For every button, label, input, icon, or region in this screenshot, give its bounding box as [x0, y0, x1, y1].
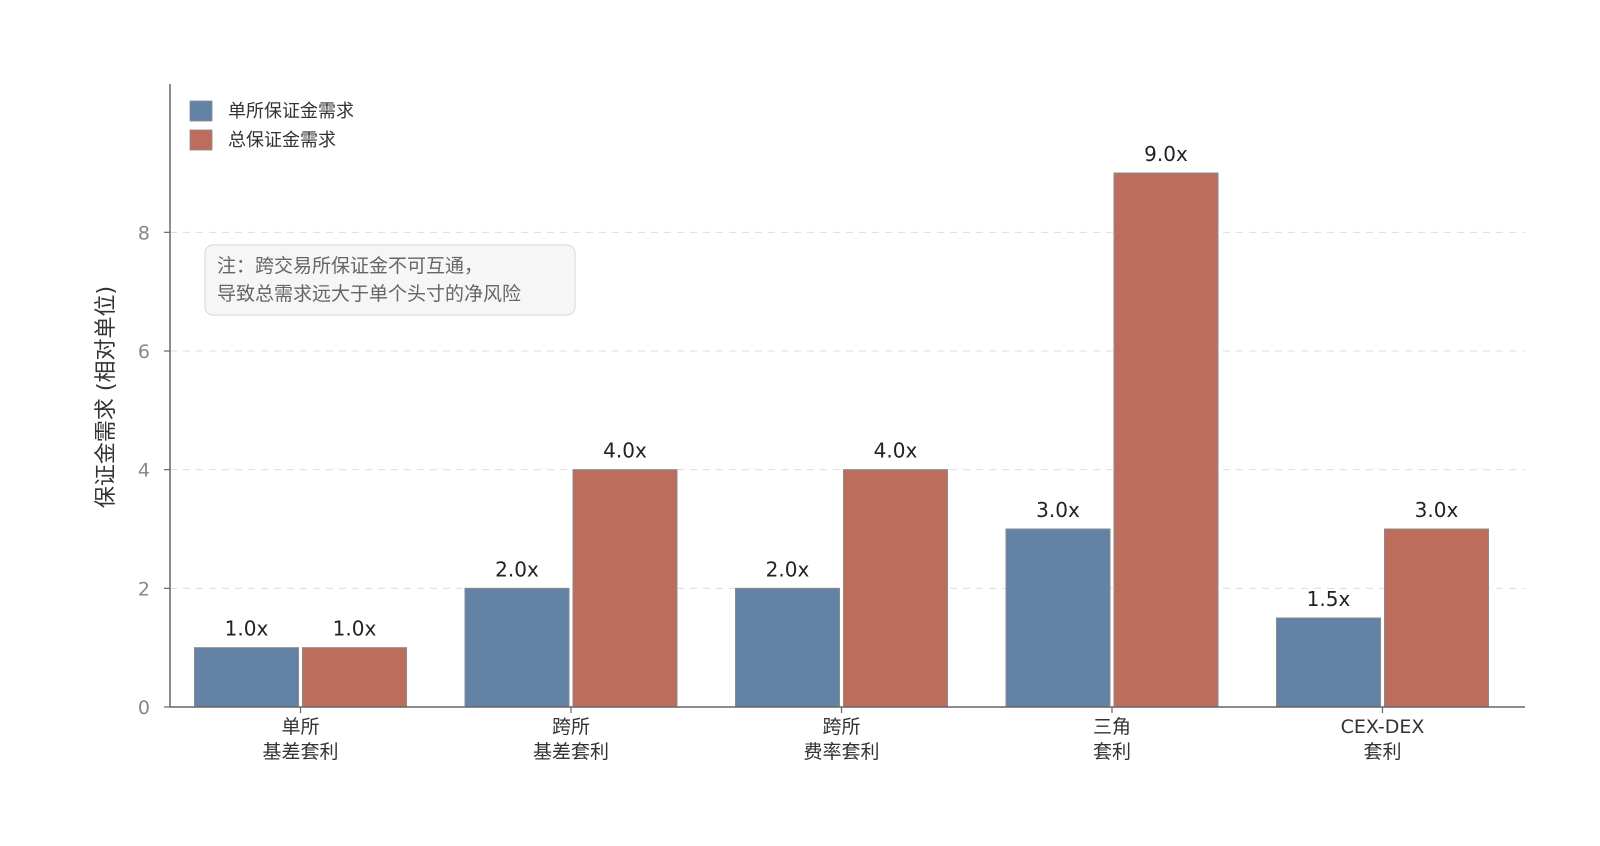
legend-swatch-total: [189, 129, 213, 151]
annotation-box: 注：跨交易所保证金不可互通， 导致总需求远大于单个头寸的净风险: [204, 244, 576, 316]
annotation-line-2: 导致总需求远大于单个头寸的净风险: [217, 283, 521, 305]
legend-label-single: 单所保证金需求: [228, 101, 354, 122]
bars: [194, 172, 1489, 708]
legend-swatch-single: [189, 100, 213, 122]
bar-single: [735, 587, 840, 708]
annotation-line-1: 注：跨交易所保证金不可互通，: [217, 255, 483, 277]
y-tick-label: 2: [138, 578, 150, 600]
y-tick-label: 6: [138, 341, 150, 363]
bar-label-total: 4.0x: [874, 439, 918, 463]
x-category-label: 套利: [1093, 741, 1131, 763]
x-category-label: 基差套利: [262, 741, 338, 763]
bar-label-single: 1.0x: [225, 617, 269, 641]
x-category-label: 基差套利: [533, 741, 609, 763]
bar-total: [572, 469, 678, 708]
bar-label-single: 2.0x: [766, 557, 810, 581]
bar-single: [1276, 617, 1381, 708]
legend-label-total: 总保证金需求: [228, 130, 336, 151]
bar-total: [843, 469, 948, 708]
bar-single: [464, 587, 570, 708]
bar-total: [1384, 528, 1489, 708]
x-category-label: 跨所: [552, 716, 590, 738]
y-tick-label: 4: [138, 460, 150, 482]
bar-total: [1113, 172, 1219, 708]
bar-label-total: 4.0x: [603, 439, 647, 463]
y-tick-label: 8: [138, 222, 150, 244]
bar-label-total: 9.0x: [1144, 142, 1188, 166]
x-category-label: 费率套利: [803, 741, 879, 763]
bar-single: [1005, 528, 1111, 708]
x-category-label: 跨所: [822, 716, 860, 738]
annotation-background: [204, 244, 576, 316]
bar-value-labels: 1.0x 1.0x 2.0x 4.0x 2.0x 4.0x 3.0x 9.0x 1.5x 3.0x: [225, 142, 1459, 641]
x-category-label: CEX-DEX: [1341, 716, 1425, 738]
x-category-label: 单所: [281, 716, 319, 738]
bar-label-single: 3.0x: [1036, 498, 1080, 522]
bar-total: [302, 647, 407, 708]
bar-label-total: 3.0x: [1415, 498, 1459, 522]
axes: [169, 84, 1525, 708]
bar-label-total: 1.0x: [333, 617, 377, 641]
y-tick-label: 0: [138, 697, 150, 719]
bar-label-single: 1.5x: [1307, 587, 1351, 611]
y-ticks: 0 2 4 6 8: [138, 222, 170, 719]
bar-single: [194, 647, 299, 708]
x-category-label: 套利: [1363, 741, 1401, 763]
legend: 单所保证金需求 总保证金需求: [189, 100, 354, 151]
x-category-label: 三角: [1093, 716, 1131, 738]
bar-label-single: 2.0x: [495, 557, 539, 581]
y-axis-title: 保证金需求 (相对单位): [94, 286, 119, 508]
